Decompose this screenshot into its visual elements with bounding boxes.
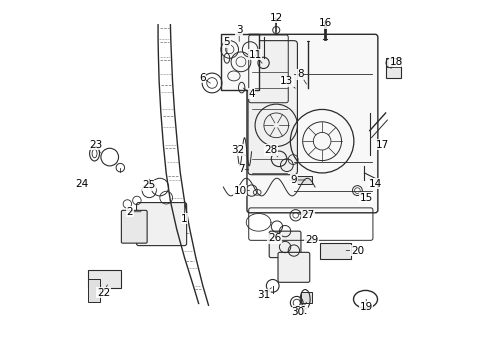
Text: 7: 7	[237, 165, 244, 174]
Text: 1: 1	[181, 214, 187, 224]
Text: 18: 18	[389, 57, 402, 67]
Text: 17: 17	[375, 140, 388, 150]
FancyBboxPatch shape	[247, 41, 297, 175]
Text: 5: 5	[223, 37, 230, 48]
Text: 31: 31	[257, 290, 270, 300]
Text: 23: 23	[89, 140, 103, 150]
Text: 12: 12	[269, 13, 282, 23]
Text: 32: 32	[230, 145, 244, 155]
FancyBboxPatch shape	[121, 210, 147, 243]
Text: 10: 10	[233, 186, 246, 195]
Bar	[320, 243, 351, 259]
FancyBboxPatch shape	[278, 252, 309, 282]
Text: 16: 16	[318, 18, 331, 28]
FancyBboxPatch shape	[136, 203, 186, 246]
Bar	[385, 58, 401, 78]
Text: 14: 14	[367, 179, 381, 189]
FancyBboxPatch shape	[269, 231, 300, 258]
Text: 15: 15	[359, 193, 372, 203]
Text: 4: 4	[248, 89, 254, 99]
Text: 6: 6	[199, 73, 205, 83]
Bar	[87, 270, 121, 288]
Text: 24: 24	[76, 179, 89, 189]
Text: 2: 2	[126, 207, 133, 217]
Bar	[297, 176, 311, 184]
Text: 9: 9	[290, 175, 297, 185]
Text: 11: 11	[248, 50, 261, 60]
Text: 21: 21	[294, 306, 307, 315]
Text: 13: 13	[280, 76, 293, 86]
Bar	[300, 292, 311, 303]
Bar	[220, 33, 259, 90]
Bar	[87, 279, 100, 302]
Text: 22: 22	[97, 288, 110, 298]
Text: 8: 8	[296, 69, 303, 79]
Text: 30: 30	[290, 307, 304, 317]
Text: 3: 3	[235, 25, 242, 35]
FancyBboxPatch shape	[246, 34, 377, 213]
Text: 20: 20	[350, 246, 363, 256]
Text: 26: 26	[267, 233, 281, 243]
Text: 27: 27	[301, 210, 314, 220]
Text: 25: 25	[142, 180, 156, 190]
Text: 29: 29	[305, 235, 318, 245]
Text: 28: 28	[264, 145, 277, 155]
Text: 19: 19	[359, 302, 372, 312]
